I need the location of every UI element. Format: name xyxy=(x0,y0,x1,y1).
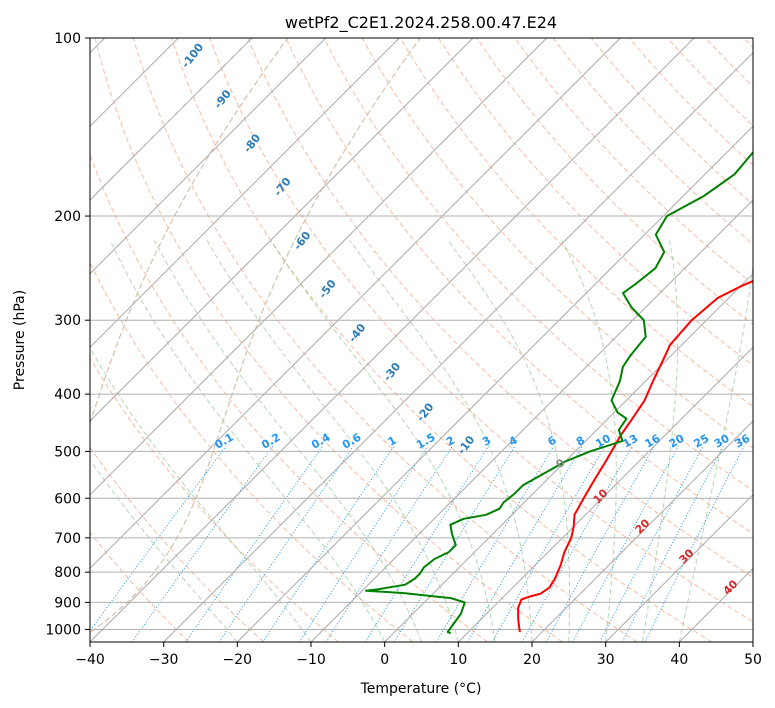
moist-adiabat-line xyxy=(447,240,571,642)
mixing-ratio-line xyxy=(298,445,429,642)
dry-adiabat-line xyxy=(247,38,753,578)
y-tick-label: 200 xyxy=(54,209,81,225)
isotherm-line xyxy=(310,199,753,642)
moist-adiabat-line xyxy=(561,240,617,642)
y-tick-label: 1000 xyxy=(45,622,81,638)
grid-lines xyxy=(90,38,753,642)
reference-curve xyxy=(90,38,421,634)
isotherm-line xyxy=(457,346,753,642)
plot-frame xyxy=(89,37,754,643)
mixing-ratio-line xyxy=(491,445,606,642)
y-tick-label: 800 xyxy=(54,565,81,581)
isotherm-line xyxy=(90,38,474,422)
x-tick-label: −20 xyxy=(223,652,253,668)
dry-adiabat-line xyxy=(132,38,638,642)
y-tick-label: 100 xyxy=(54,31,81,47)
moist-adiabat-line xyxy=(90,347,312,642)
dry-adiabat-line xyxy=(94,38,563,642)
x-tick-label: 50 xyxy=(744,652,762,668)
isotherm-line xyxy=(90,38,695,642)
y-tick-label: 300 xyxy=(54,313,81,329)
chart-title: wetPf2_C2E1.2024.258.00.47.E24 xyxy=(285,13,557,33)
mixing-ratio-line xyxy=(435,445,555,642)
profile-lines xyxy=(365,150,753,635)
x-tick-label: −10 xyxy=(296,652,326,668)
isotherm-line xyxy=(90,38,621,570)
isotherm-line xyxy=(605,493,753,642)
isotherm-line xyxy=(90,38,253,201)
dry-adiabat-line xyxy=(170,38,712,642)
x-tick-label: 20 xyxy=(523,652,541,668)
moist-adiabat-line xyxy=(678,261,753,642)
mixing-ratio-line xyxy=(572,445,679,642)
mixing-ratio-line xyxy=(644,445,745,642)
mixing-ratio-line xyxy=(545,445,655,642)
y-axis-label: Pressure (hPa) xyxy=(12,290,28,390)
mixing-ratio-line xyxy=(467,445,583,642)
isotherm-line xyxy=(90,38,548,496)
mixing-ratio-line xyxy=(218,445,354,642)
isotherm-line xyxy=(90,38,400,349)
mixing-ratio-line xyxy=(364,445,489,642)
dry-adiabat-line xyxy=(323,38,753,492)
x-axis-label: Temperature (°C) xyxy=(360,681,482,697)
isotherm-line xyxy=(163,51,753,642)
dry-adiabat-line xyxy=(90,531,190,642)
moist-adiabat-line xyxy=(90,459,238,642)
x-axis-ticks: −40 −30 −20 −10 0 10 20 30 40 50 xyxy=(75,642,762,668)
x-tick-label: 40 xyxy=(670,652,688,668)
y-tick-label: 600 xyxy=(54,491,81,507)
y-tick-label: 500 xyxy=(54,444,81,460)
isotherm-line xyxy=(531,420,753,642)
mixing-ratio-line xyxy=(185,445,324,642)
dry-adiabat-line xyxy=(437,38,753,366)
isotherm-line xyxy=(90,38,327,275)
x-tick-label: 10 xyxy=(449,652,467,668)
background-lines xyxy=(90,38,753,642)
dry-adiabat-line xyxy=(90,153,488,642)
dry-adiabat-line xyxy=(90,446,264,642)
dry-adiabat-line xyxy=(90,357,339,642)
x-tick-label: 0 xyxy=(380,652,389,668)
moist-adiabat-line xyxy=(642,240,679,642)
dry-adiabat-line xyxy=(209,38,753,623)
y-tick-label: 700 xyxy=(54,531,81,547)
moist-adiabat-line xyxy=(270,240,496,642)
x-tick-label: −30 xyxy=(149,652,179,668)
y-tick-label: 400 xyxy=(54,387,81,403)
isotherm-line xyxy=(384,272,753,642)
x-tick-label: −40 xyxy=(75,652,105,668)
dewpoint-line xyxy=(365,150,753,635)
x-tick-label: 30 xyxy=(597,652,615,668)
isotherm-line xyxy=(236,125,753,642)
y-tick-label: 900 xyxy=(54,595,81,611)
dry-adiabat-line xyxy=(399,38,753,408)
y-axis-ticks: 100 200 300 400 500 600 700 800 900 1000 xyxy=(45,31,90,638)
moist-adiabat-line xyxy=(109,240,386,642)
mixing-ratio-line xyxy=(521,445,633,642)
